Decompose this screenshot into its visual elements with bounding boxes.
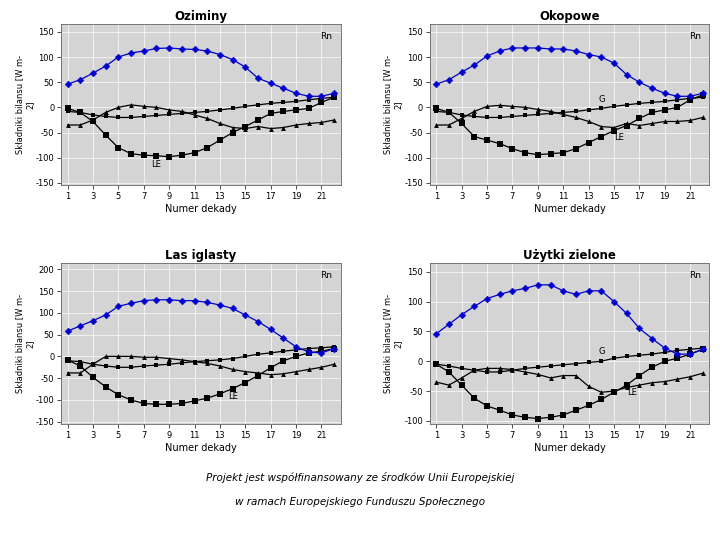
Title: Las iglasty: Las iglasty <box>165 248 236 261</box>
Text: Rn: Rn <box>320 32 332 42</box>
X-axis label: Numer dekady: Numer dekady <box>534 204 606 214</box>
X-axis label: Numer dekady: Numer dekady <box>165 204 237 214</box>
Title: Użytki zielone: Użytki zielone <box>523 248 616 261</box>
Text: G: G <box>598 347 605 356</box>
X-axis label: Numer dekady: Numer dekady <box>165 443 237 453</box>
Text: LE: LE <box>228 392 238 401</box>
Text: w ramach Europejskiego Funduszu Społecznego: w ramach Europejskiego Funduszu Społeczn… <box>235 497 485 507</box>
Title: Oziminy: Oziminy <box>174 10 228 23</box>
Text: LE: LE <box>626 388 636 397</box>
Text: G: G <box>598 96 605 104</box>
Y-axis label: Składniki bilansu [W m-
2]: Składniki bilansu [W m- 2] <box>14 55 34 154</box>
Text: Rn: Rn <box>689 271 701 280</box>
Y-axis label: Składniki bilansu [W m-
2]: Składniki bilansu [W m- 2] <box>384 55 402 154</box>
Text: Rn: Rn <box>320 271 332 280</box>
X-axis label: Numer dekady: Numer dekady <box>534 443 606 453</box>
Text: Projekt jest współfinansowany ze środków Unii Europejskiej: Projekt jest współfinansowany ze środków… <box>206 472 514 483</box>
Text: Rn: Rn <box>689 32 701 42</box>
Text: LE: LE <box>151 160 161 168</box>
Text: LE: LE <box>614 133 624 142</box>
Y-axis label: Składniki bilansu [W m-
2]: Składniki bilansu [W m- 2] <box>14 294 34 393</box>
Y-axis label: Składniki bilansu [W m-
2]: Składniki bilansu [W m- 2] <box>384 294 402 393</box>
Title: Okopowe: Okopowe <box>539 10 600 23</box>
